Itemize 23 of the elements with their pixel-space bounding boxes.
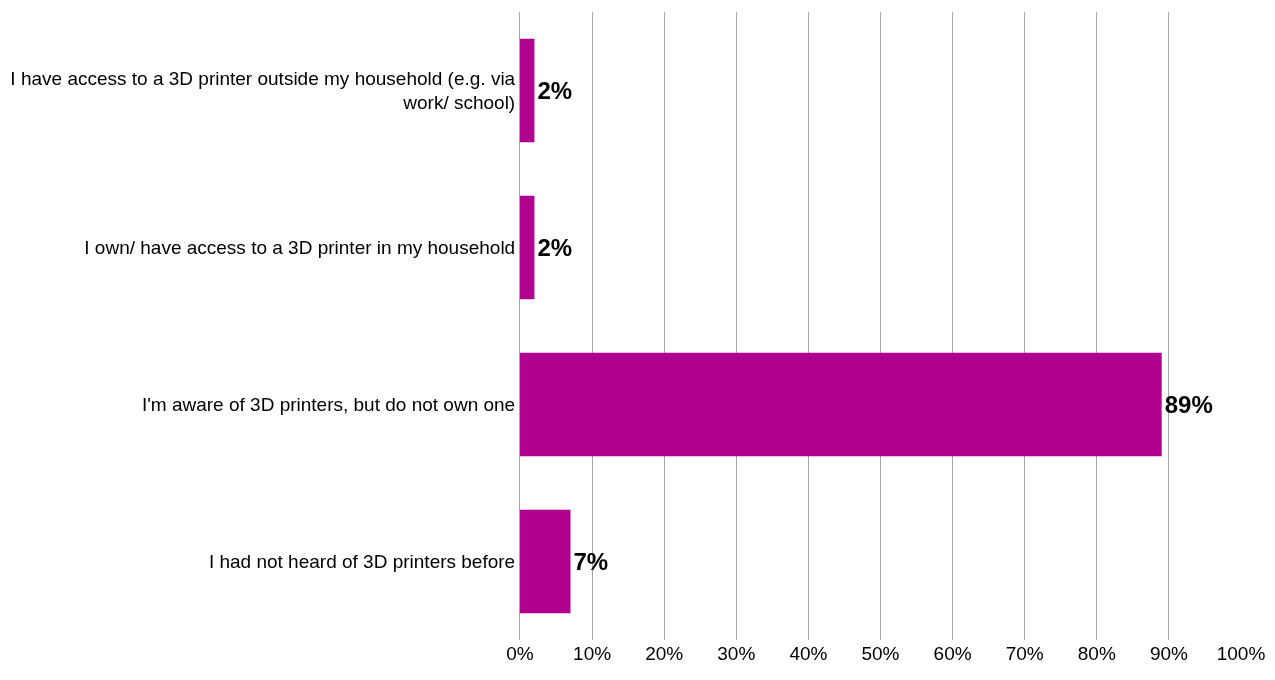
- x-tick-label: 40%: [789, 643, 828, 664]
- data-label: 7%: [573, 548, 609, 575]
- x-tick-label: 20%: [645, 643, 684, 664]
- x-tick-label: 60%: [933, 643, 972, 664]
- bar: [520, 352, 1162, 457]
- data-label: 2%: [537, 234, 573, 261]
- x-tick-label: 0%: [506, 643, 534, 664]
- bar: [520, 195, 535, 300]
- x-tick-label: 10%: [573, 643, 612, 664]
- x-tick-label: 90%: [1149, 643, 1189, 664]
- data-label: 89%: [1164, 391, 1213, 418]
- y-tick-label: I have access to a 3D printer outside my household (e.g. via work/ school): [10, 67, 516, 114]
- x-tick-label: 80%: [1077, 643, 1116, 664]
- data-label: 2%: [537, 77, 573, 104]
- bar: [520, 509, 571, 614]
- y-tick-label: I'm aware of 3D printers, but do not own one: [141, 394, 516, 416]
- x-tick-label: 50%: [861, 643, 900, 664]
- x-tick-label: 70%: [1005, 643, 1044, 664]
- x-tick-label: 100%: [1216, 643, 1266, 664]
- y-tick-label: I had not heard of 3D printers before: [208, 551, 516, 573]
- y-tick-label: I own/ have access to a 3D printer in my household: [84, 237, 516, 259]
- bar: [520, 38, 535, 143]
- x-tick-label: 30%: [717, 643, 756, 664]
